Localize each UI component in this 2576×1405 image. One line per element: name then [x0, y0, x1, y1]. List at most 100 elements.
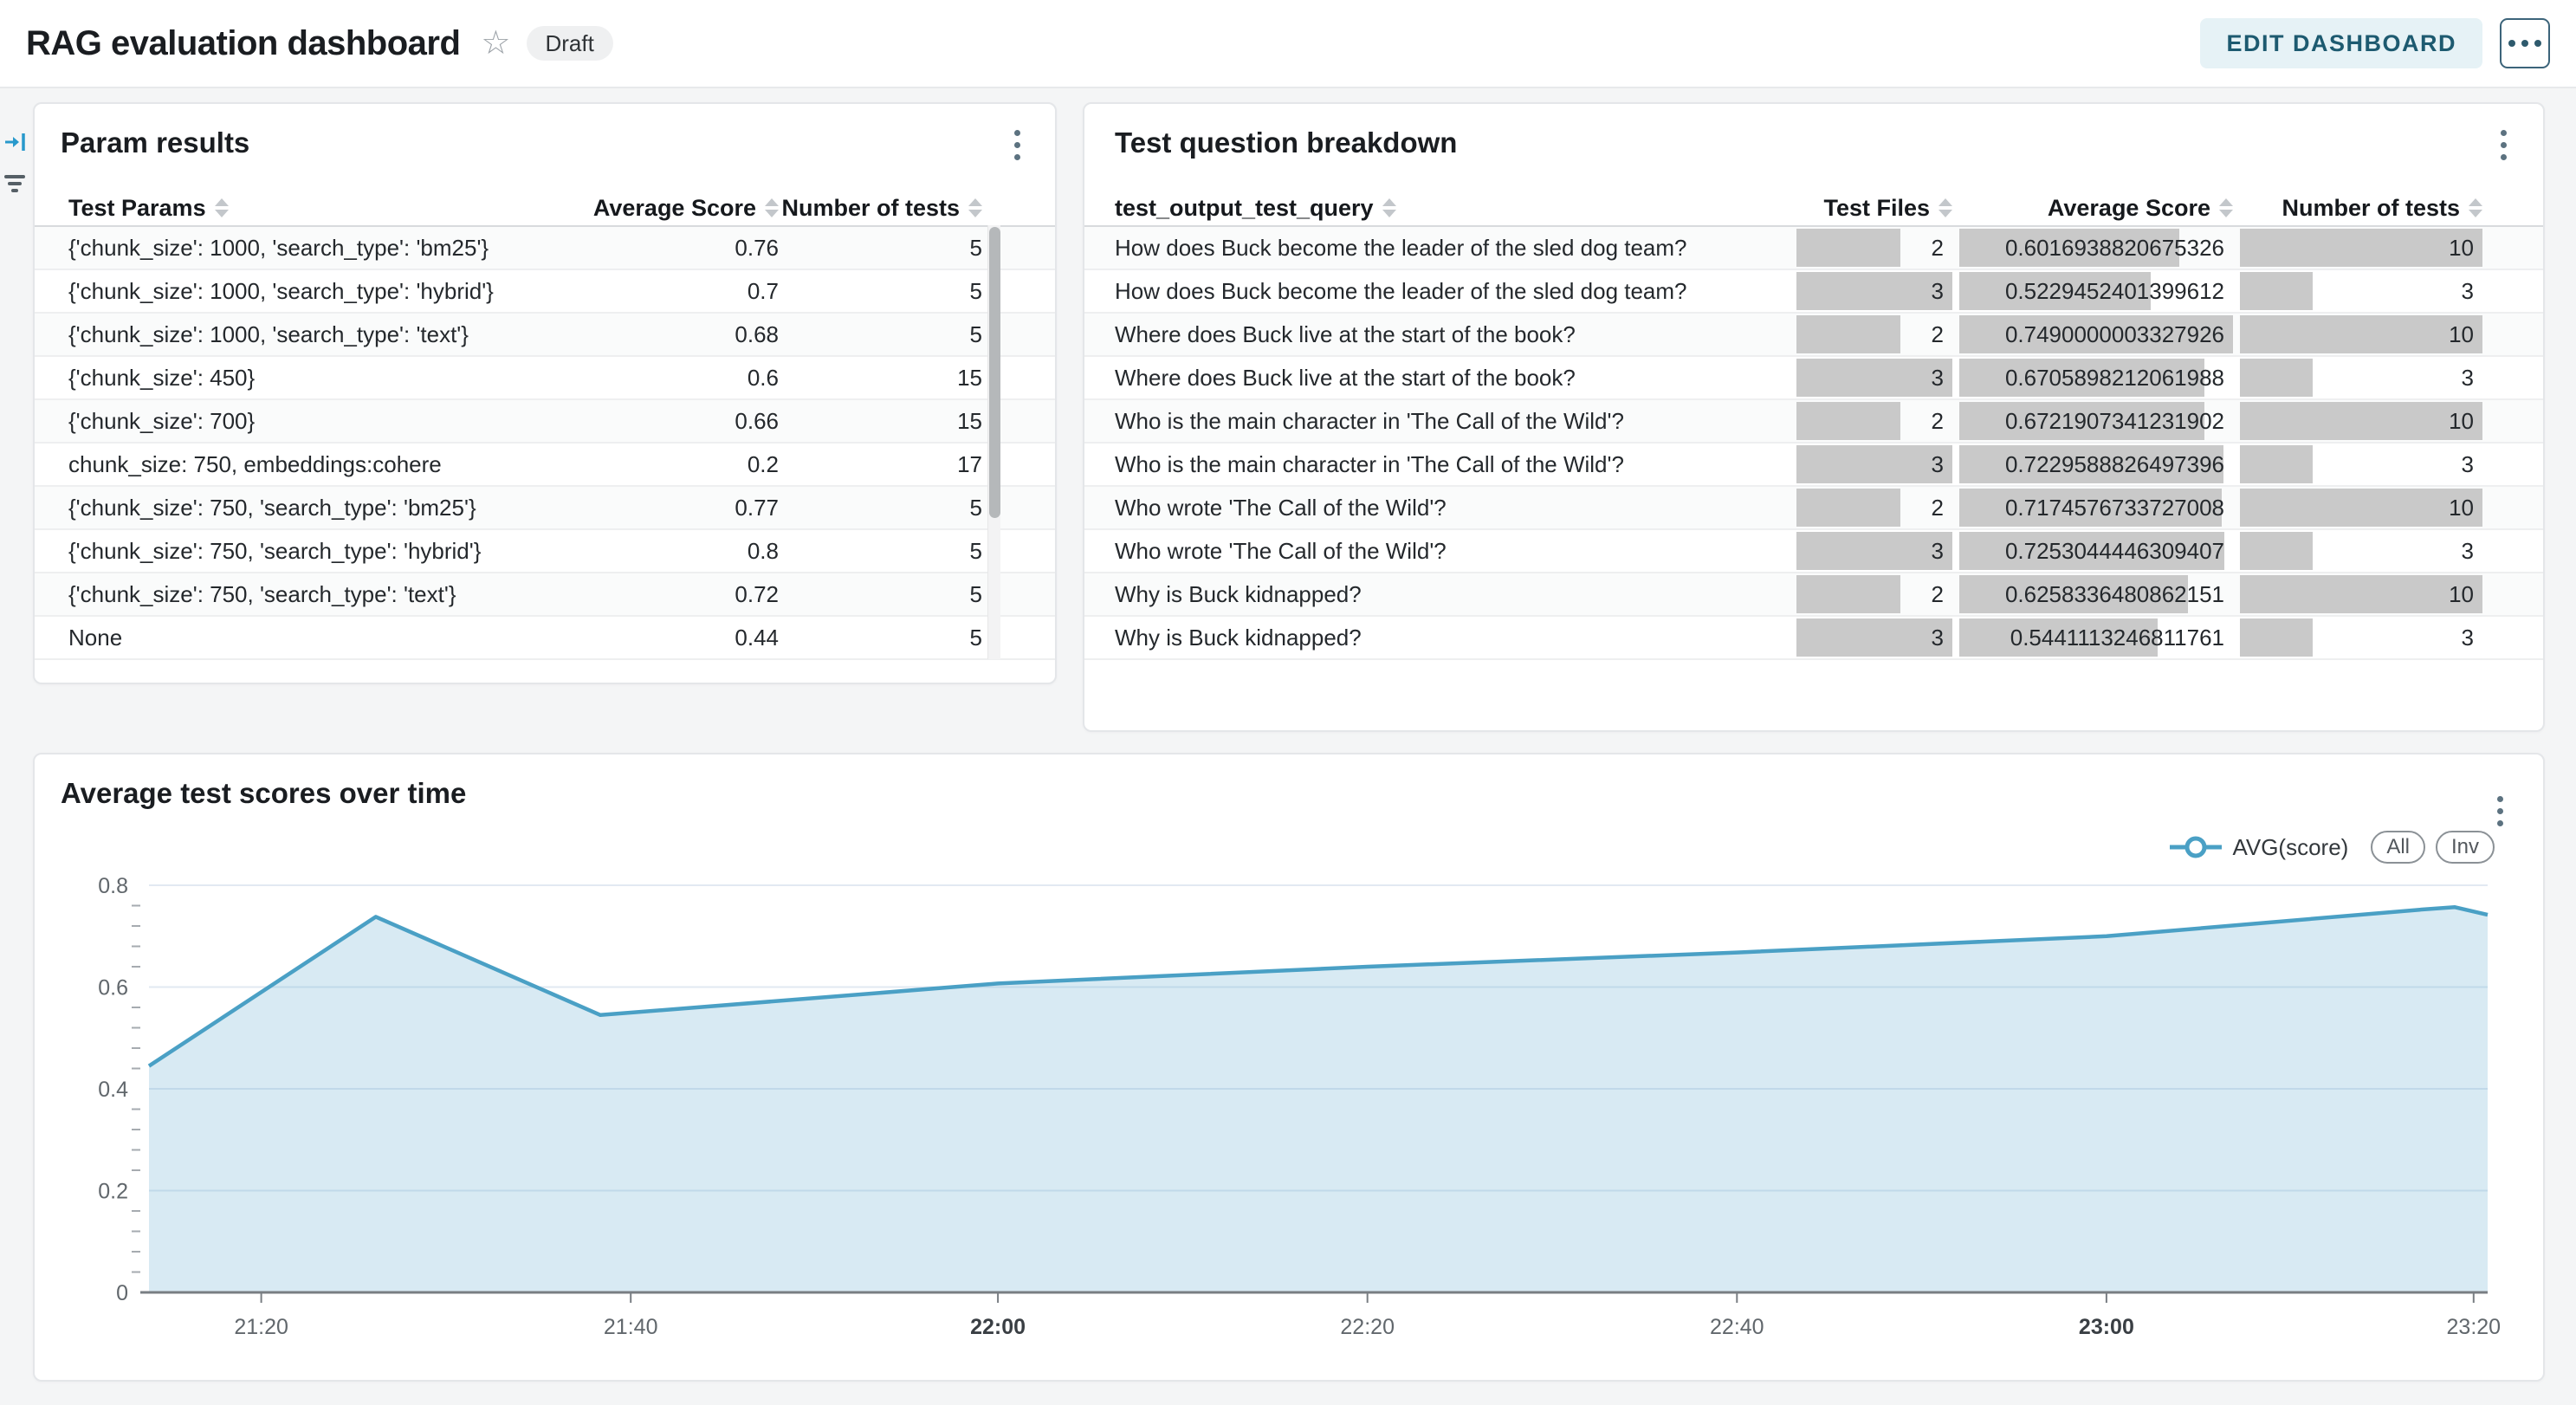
cell-number-of-tests: 10 [2240, 399, 2482, 443]
data-bar [2240, 272, 2313, 310]
legend-line-marker-icon[interactable] [2168, 833, 2223, 861]
legend-inv-button[interactable]: Inv [2435, 831, 2495, 864]
cell-number-of-tests: 10 [2240, 226, 2482, 269]
breakdown-table-row: Who wrote 'The Call of the Wild'? 3 0.7253… [1084, 530, 2543, 573]
series-line[interactable] [147, 905, 2489, 1068]
cell-average-score: 0.6705898212061988 [1959, 356, 2233, 399]
x-axis-label: 22:00 [970, 1315, 1026, 1339]
question-breakdown-menu-icon[interactable] [2495, 125, 2512, 165]
column-header-test-params[interactable]: Test Params [68, 195, 562, 222]
data-bar-value: 0.5441113246811761 [2010, 625, 2224, 651]
cell-average-score: 0.8 [747, 537, 779, 564]
data-bar [2240, 575, 2482, 613]
data-bar [1959, 359, 2204, 397]
cell-test-query: Who wrote 'The Call of the Wild'? [1115, 537, 1447, 564]
data-bar [1959, 272, 2151, 310]
sort-icon [214, 198, 229, 217]
param-table-row: {'chunk_size': 1000, 'search_type': 'hyb… [35, 270, 1055, 314]
cell-test-params: {'chunk_size': 1000, 'search_type': 'tex… [68, 320, 469, 347]
data-bar-value: 2 [1931, 408, 1944, 434]
cell-test-params: {'chunk_size': 700} [68, 407, 256, 434]
cell-test-files: 2 [1796, 399, 1952, 443]
data-bar-value: 3 [1931, 451, 1944, 477]
question-breakdown-title: Test question breakdown [1115, 126, 1458, 159]
param-table-row: {'chunk_size': 750, 'search_type': 'hybr… [35, 530, 1055, 573]
data-bar [1796, 532, 1952, 570]
cell-test-query: How does Buck become the leader of the s… [1115, 234, 1687, 261]
x-axis-label: 22:40 [1710, 1315, 1764, 1339]
column-header-test-query[interactable]: test_output_test_query [1115, 195, 1790, 222]
scrollbar-track[interactable] [987, 225, 1000, 659]
sort-icon [765, 198, 779, 217]
y-axis-label: 0.2 [98, 1180, 128, 1204]
data-bar-value: 10 [2449, 408, 2474, 434]
cell-average-score: 0.44 [735, 624, 779, 651]
cell-number-of-tests: 3 [2240, 356, 2482, 399]
param-table-row: {'chunk_size': 1000, 'search_type': 'bm2… [35, 227, 1055, 270]
line-chart[interactable]: 0 0.2 0.4 0.6 0.8 21:20 21:40 22:00 22:20 22:40 23… [35, 754, 2547, 1383]
chart-menu-icon[interactable] [2492, 791, 2508, 832]
data-bar-value: 10 [2449, 235, 2474, 261]
column-header-number-of-tests[interactable]: Number of tests [2240, 186, 2482, 230]
x-axis-label: 21:40 [604, 1315, 658, 1339]
data-bar [1959, 445, 2223, 483]
data-bar [2240, 229, 2482, 267]
data-bar [1959, 229, 2179, 267]
series-area-fill [149, 907, 2488, 1292]
data-bar [2240, 315, 2482, 353]
column-header-number-of-tests[interactable]: Number of tests [779, 195, 982, 222]
data-bar [1796, 618, 1952, 657]
filter-icon[interactable] [3, 173, 26, 198]
cell-number-of-tests: 15 [957, 407, 982, 434]
data-bar-value: 0.7490000003327926 [2004, 321, 2224, 347]
cell-test-files: 3 [1796, 356, 1952, 399]
scrollbar-thumb[interactable] [989, 227, 1000, 518]
data-bar-value: 0.6721907341231902 [2004, 408, 2224, 434]
cell-average-score: 0.6721907341231902 [1959, 399, 2233, 443]
x-axis-label: 22:20 [1340, 1315, 1395, 1339]
cell-test-query: Why is Buck kidnapped? [1115, 580, 1362, 607]
cell-test-params: {'chunk_size': 1000, 'search_type': 'bm2… [68, 234, 489, 261]
data-bar-value: 3 [2461, 538, 2474, 564]
column-header-average-score[interactable]: Average Score [1959, 186, 2233, 230]
param-results-menu-icon[interactable] [1009, 125, 1026, 165]
cell-number-of-tests: 5 [969, 494, 982, 521]
legend-all-button[interactable]: All [2371, 831, 2425, 864]
data-bar [1796, 229, 1901, 267]
cell-number-of-tests: 5 [969, 537, 982, 564]
param-table-row: chunk_size: 750, embeddings:cohere 0.2 17 [35, 444, 1055, 487]
column-header-test-files[interactable]: Test Files [1796, 186, 1952, 230]
cell-test-files: 3 [1796, 443, 1952, 486]
column-header-average-score[interactable]: Average Score [562, 195, 779, 222]
cell-test-files: 2 [1796, 313, 1952, 356]
favorite-star-icon[interactable]: ☆ [481, 25, 511, 62]
data-bar-value: 10 [2449, 581, 2474, 607]
data-bar-value: 2 [1931, 235, 1944, 261]
param-results-table-body: {'chunk_size': 1000, 'search_type': 'bm2… [35, 227, 1055, 660]
cell-number-of-tests: 3 [2240, 269, 2482, 313]
data-bar [1796, 445, 1952, 483]
data-bar [1959, 575, 2189, 613]
collapse-panel-icon[interactable] [4, 130, 27, 159]
cell-test-query: Where does Buck live at the start of the… [1115, 364, 1576, 391]
param-results-card: Param results Test Params Average Score … [33, 102, 1057, 684]
sort-icon [968, 198, 982, 217]
legend-series-label[interactable]: AVG(score) [2232, 833, 2349, 860]
more-options-button[interactable] [2500, 18, 2550, 68]
cell-average-score: 0.72 [735, 580, 779, 607]
data-bar [1959, 532, 2224, 570]
cell-number-of-tests: 5 [969, 624, 982, 651]
breakdown-table-row: How does Buck become the leader of the s… [1084, 227, 2543, 270]
edit-dashboard-button[interactable]: EDIT DASHBOARD [2200, 18, 2482, 68]
chart-card: Average test scores over time AVG(score)… [33, 753, 2545, 1382]
data-bar-value: 0.7253044446309407 [2004, 538, 2224, 564]
question-breakdown-table-body: How does Buck become the leader of the s… [1084, 227, 2543, 660]
data-bar [2240, 532, 2313, 570]
cell-number-of-tests: 17 [957, 450, 982, 477]
cell-average-score: 0.76 [735, 234, 779, 261]
cell-average-score: 0.5229452401399612 [1959, 269, 2233, 313]
cell-number-of-tests: 3 [2240, 443, 2482, 486]
data-bar-value: 0.6258336480862151 [2004, 581, 2224, 607]
data-bar-value: 2 [1931, 321, 1944, 347]
chart-title: Average test scores over time [61, 777, 467, 809]
